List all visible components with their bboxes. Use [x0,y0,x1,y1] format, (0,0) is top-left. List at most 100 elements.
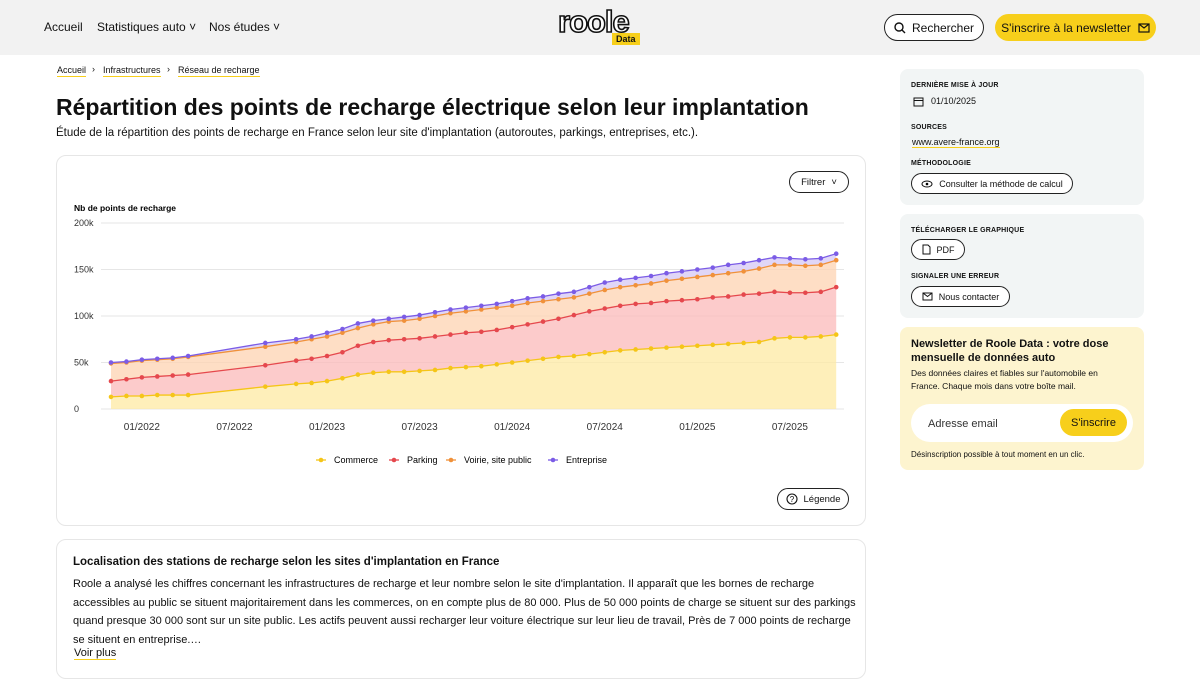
point [803,256,808,262]
point [463,309,469,314]
y-tick-label: 0 [74,404,79,414]
breadcrumb[interactable]: Réseau de recharge [178,65,260,77]
x-tick-label: 01/2024 [494,422,531,433]
point [756,257,762,263]
label: S'inscrire à la newsletter [1001,20,1131,35]
newsletter-card [900,327,1144,470]
point [371,370,376,376]
newsletter-button[interactable]: S'inscrire à la newsletter [995,14,1156,41]
point [571,312,577,318]
point [725,262,731,268]
point [432,334,438,339]
point [602,287,608,293]
point [355,321,361,326]
point [355,372,361,377]
point [340,326,345,332]
update-date: 01/10/2025 [931,96,977,106]
point [509,303,515,309]
point [340,330,345,336]
nav-link[interactable]: Nos études ˅ [209,20,281,34]
point [139,375,145,380]
read-more[interactable]: Voir plus [74,647,117,660]
point [833,257,839,263]
source-link[interactable]: www.avere-france.org [912,137,1000,148]
point [725,294,731,299]
point [170,355,176,361]
separator: › [92,64,95,74]
point [787,335,793,340]
point [664,345,669,350]
point [617,284,623,290]
point [803,263,808,269]
point [432,313,438,319]
point [648,281,654,286]
search-icon [894,21,906,33]
point [648,346,654,351]
point [818,262,824,268]
legend-button[interactable]: ? Légende [777,488,849,510]
point [571,295,577,300]
y-tick-label: 200k [74,218,94,228]
label: Légende [803,493,841,505]
point [540,356,546,362]
label: Consulter la méthode de calcul [939,178,1063,189]
point [293,381,299,387]
methodology-button[interactable]: Consulter la méthode de calcul [911,173,1073,194]
legend-label: Entreprise [566,455,607,465]
legend-dot [550,457,556,463]
point [371,318,376,323]
point [386,369,392,375]
breadcrumb[interactable]: Infrastructures [103,65,161,77]
point [818,334,824,339]
contact-button[interactable]: Nous contacter [911,286,1010,307]
point [463,364,469,370]
x-tick-label: 07/2025 [772,422,809,433]
subscribe-button[interactable]: S'inscrire [1060,409,1127,436]
point [463,330,469,336]
point [124,393,129,399]
pdf-button[interactable]: PDF [911,239,965,260]
point [648,300,654,306]
chart: Nb de points de recharge 0 50k 100k 150k 200k… [74,203,844,465]
legend-label: Voirie, site public [464,455,532,465]
y-axis-title: Nb de points de recharge [74,203,176,213]
page-subtitle: Étude de la répartition des points de re… [56,127,699,139]
legend-dot [391,457,397,463]
x-tick-label: 01/2023 [309,422,346,433]
point [741,292,746,297]
point [324,330,330,336]
nav-link[interactable]: Statistiques auto ˅ [97,20,197,34]
point [463,305,469,310]
chart-card: Nb de points de recharge 0 50k 100k 150k 200k… [56,155,866,526]
point [432,367,438,373]
article-text: Roole a analysé les chiffres concernant … [73,578,856,646]
point [602,349,608,355]
breadcrumb[interactable]: Accueil [57,65,87,77]
point [401,369,407,375]
point [679,269,685,274]
file-icon [922,244,930,255]
point [633,275,638,281]
point [710,272,716,278]
point [170,392,176,398]
point [664,270,669,276]
label: MÉTHODOLOGIE [911,160,971,167]
point [340,376,345,381]
x-tick-label: 07/2024 [587,422,624,433]
point [124,376,129,382]
point [309,380,314,386]
point [540,319,546,324]
label: PDF [936,244,955,255]
point [571,353,577,359]
search-button[interactable]: Rechercher [884,14,984,41]
nav-link[interactable]: Accueil [44,20,83,34]
svg-text:?: ? [789,495,794,504]
filter-button[interactable]: Filtrer ˅ [789,171,849,193]
point [417,368,422,374]
point [787,256,793,261]
point [803,290,808,296]
point [293,358,299,363]
point [170,373,176,378]
point [741,260,746,266]
